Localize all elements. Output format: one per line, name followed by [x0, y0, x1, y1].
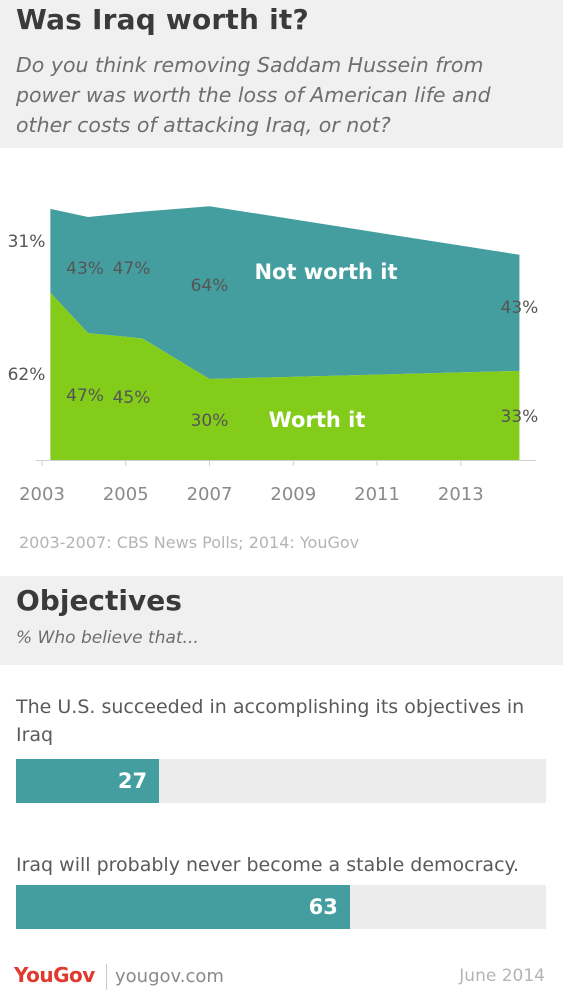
objective-statement: Iraq will probably never become a stable… — [16, 854, 520, 876]
objective-bar: 63 — [16, 885, 350, 929]
objectives-header: Objectives % Who believe that... — [0, 576, 563, 665]
footer-divider — [106, 964, 107, 990]
worth-it-area — [50, 292, 520, 460]
x-tick-label: 2011 — [354, 484, 400, 505]
worth-it-data-label: 30% — [191, 411, 229, 431]
x-tick-label: 2007 — [187, 484, 233, 505]
footer-link[interactable]: yougov.com — [115, 966, 224, 987]
not-worth-it-data-label: 43% — [501, 298, 539, 318]
objectives-subtitle: % Who believe that... — [16, 628, 199, 648]
objective-bar-value: 27 — [117, 769, 148, 793]
objective-statement: The U.S. succeeded in accomplishing its … — [16, 696, 525, 746]
not-worth-it-data-label: 47% — [113, 259, 151, 279]
not-worth-it-area — [50, 206, 520, 379]
objective-bar: 27 — [16, 759, 160, 803]
footer-date: June 2014 — [459, 966, 545, 986]
worth-it-data-label: 33% — [501, 407, 539, 427]
worth-it-data-label: 62% — [8, 365, 46, 385]
objective-bar-value: 63 — [308, 895, 338, 919]
question-header: Was Iraq worth it? Do you think removing… — [0, 0, 563, 148]
yougov-logo: YouGov — [14, 963, 95, 987]
x-tick-label: 2005 — [103, 484, 149, 505]
not-worth-it-data-label: 43% — [66, 259, 104, 279]
question-text: Do you think removing Saddam Hussein fro… — [16, 53, 491, 137]
not-worth-it-data-label: 64% — [191, 276, 229, 296]
chart-source: 2003-2007: CBS News Polls; 2014: YouGov — [19, 533, 360, 552]
area-chart: 2003 2005 2007 2009 2011 2013 62% 31% 47% 43% 45% 4… — [8, 206, 539, 505]
x-tick-label: 2009 — [270, 484, 316, 505]
objective-bar-track: 63 — [16, 885, 546, 929]
x-tick-label: 2013 — [438, 484, 484, 505]
not-worth-it-data-label: 31% — [8, 232, 46, 252]
page-title: Was Iraq worth it? — [16, 3, 309, 36]
objectives-title: Objectives — [16, 584, 182, 617]
worth-it-data-label: 47% — [66, 386, 104, 406]
worth-it-data-label: 45% — [113, 388, 151, 408]
x-tick-label: 2003 — [19, 484, 65, 505]
objective-bar-track: 27 — [16, 759, 546, 803]
worth-it-series-label: Worth it — [269, 408, 366, 432]
not-worth-it-series-label: Not worth it — [254, 260, 397, 284]
